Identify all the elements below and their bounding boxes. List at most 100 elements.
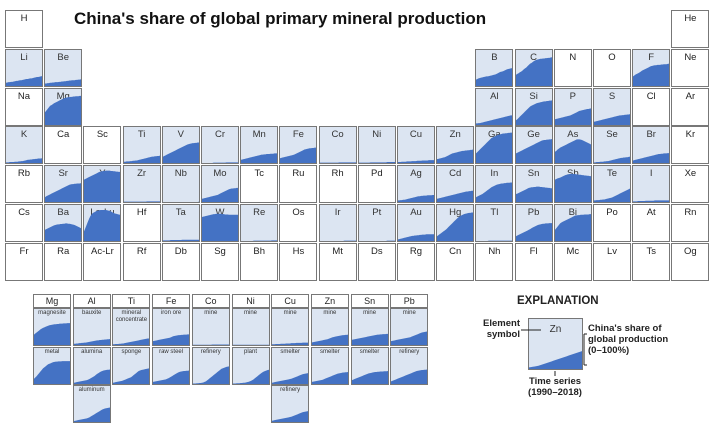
processing-label-mg-metal: metal — [44, 348, 60, 355]
series-sr — [45, 183, 82, 203]
processing-series-cu-smelter — [272, 372, 309, 384]
element-symbol-xe: Xe — [684, 168, 697, 180]
element-symbol-hs: Hs — [292, 245, 305, 257]
processing-head-fe: Fe — [152, 294, 191, 308]
element-cell-pt: Pt — [357, 204, 396, 242]
processing-series-pb-refinery — [391, 368, 428, 384]
element-cell-rb: Rb — [5, 165, 43, 204]
processing-cell-al-aluminum: aluminum — [72, 385, 111, 423]
element-cell-he: He — [671, 10, 710, 48]
series-te-area — [594, 188, 630, 203]
element-cell-p: P — [553, 87, 592, 126]
processing-label-cu-mine: mine — [283, 310, 297, 316]
series-ta-area — [162, 239, 199, 241]
element-symbol-rn: Rn — [684, 207, 697, 218]
element-cell-og: Og — [671, 242, 710, 281]
processing-series-sn-mine-area — [351, 333, 388, 345]
explanation-example-series — [529, 351, 582, 369]
series-si-area — [515, 99, 552, 125]
element-cell-h: H — [5, 10, 43, 48]
element-symbol-s: S — [608, 90, 616, 102]
element-symbol-ne: Ne — [684, 51, 697, 63]
element-cell-fr: Fr — [5, 242, 43, 281]
processing-cell-co-mine: mine — [191, 308, 230, 346]
series-ge-area — [515, 139, 552, 164]
series-sn-area — [515, 186, 552, 203]
element-symbol-zn: Zn — [449, 129, 461, 141]
element-symbol-nb: Nb — [174, 168, 187, 180]
processing-label-cu-refinery: refinery — [280, 387, 301, 393]
element-cell-xe: Xe — [671, 165, 710, 204]
processing-cell-al-alumina: alumina — [72, 346, 111, 385]
element-symbol-br: Br — [646, 129, 656, 141]
element-symbol-n: N — [569, 51, 577, 63]
element-cell-sn: Sn — [514, 165, 553, 204]
series-li-area — [6, 75, 42, 86]
element-cell-rn: Rn — [671, 204, 710, 242]
series-ga-area — [476, 132, 513, 164]
processing-label-ni-mine: mine — [243, 310, 257, 316]
element-symbol-ds: Ds — [370, 245, 383, 257]
element-cell-na: Na — [5, 87, 43, 126]
series-k — [6, 158, 42, 164]
element-cell-rf: Rf — [122, 242, 161, 281]
element-cell-ba: Ba — [44, 204, 83, 242]
element-symbol-db: Db — [174, 245, 187, 257]
element-symbol-lv: Lv — [606, 245, 618, 257]
series-li — [6, 75, 42, 86]
element-symbol-ag: Ag — [410, 168, 422, 180]
element-cell-mo: Mo — [201, 165, 239, 204]
processing-head-ni: Ni — [231, 294, 270, 308]
element-cell-ds: Ds — [357, 242, 396, 281]
element-cell-cs: Cs — [5, 204, 43, 242]
processing-series-al-bauxite — [73, 339, 110, 345]
processing-label-pb-mine: mine — [402, 310, 416, 316]
series-as — [554, 139, 591, 164]
element-cell-sg: Sg — [201, 242, 239, 281]
processing-cell-ni-mine: mine — [231, 308, 270, 346]
processing-head-cu: Cu — [271, 294, 310, 308]
series-b — [476, 67, 513, 86]
processing-cell-fe-raw-steel: raw steel — [152, 346, 191, 385]
series-ga — [476, 132, 513, 164]
element-cell-ta: Ta — [161, 204, 200, 242]
element-symbol-v: V — [177, 129, 184, 141]
series-as-area — [554, 139, 591, 164]
series-mg — [45, 95, 82, 125]
processing-series-zn-mine-area — [311, 334, 348, 345]
element-cell-se: Se — [593, 126, 631, 165]
element-cell-fe: Fe — [279, 126, 318, 165]
element-cell-y: Y — [83, 165, 122, 204]
page-title: China's share of global primary mineral … — [74, 9, 487, 28]
element-cell-sr: Sr — [44, 165, 83, 204]
series-y-area — [84, 170, 121, 203]
element-symbol-k: K — [20, 129, 28, 141]
series-v-area — [162, 142, 199, 164]
processing-series-sn-mine — [351, 333, 388, 345]
explanation-example-cell: Zn — [528, 318, 583, 370]
processing-series-sn-smelter — [351, 370, 388, 384]
series-be-area — [45, 79, 82, 86]
element-symbol-bi: Bi — [568, 207, 578, 218]
element-symbol-ga: Ga — [488, 129, 501, 141]
element-cell-c: C — [514, 48, 553, 87]
series-b-area — [476, 67, 513, 86]
processing-cell-fe-iron-ore: iron ore — [152, 308, 191, 346]
element-symbol-mo: Mo — [213, 168, 227, 180]
series-w-area — [202, 213, 238, 241]
element-cell-la-lu: La-Lu — [83, 204, 122, 242]
processing-cell-cu-mine: mine — [271, 308, 310, 346]
explanation-example-symbol: Zn — [549, 324, 562, 335]
series-br-area — [633, 153, 670, 164]
processing-label-al-bauxite: bauxite — [82, 310, 102, 316]
processing-series-al-aluminum — [73, 407, 110, 422]
processing-label-fe-iron-ore: iron ore — [160, 310, 182, 316]
series-ba — [45, 223, 82, 241]
processing-series-co-mine — [192, 344, 229, 345]
element-cell-pd: Pd — [357, 165, 396, 204]
processing-series-ti-mineral-concentrate-area — [113, 338, 150, 345]
series-s — [594, 113, 630, 125]
element-symbol-cr: Cr — [214, 129, 226, 141]
element-cell-be: Be — [44, 48, 83, 87]
